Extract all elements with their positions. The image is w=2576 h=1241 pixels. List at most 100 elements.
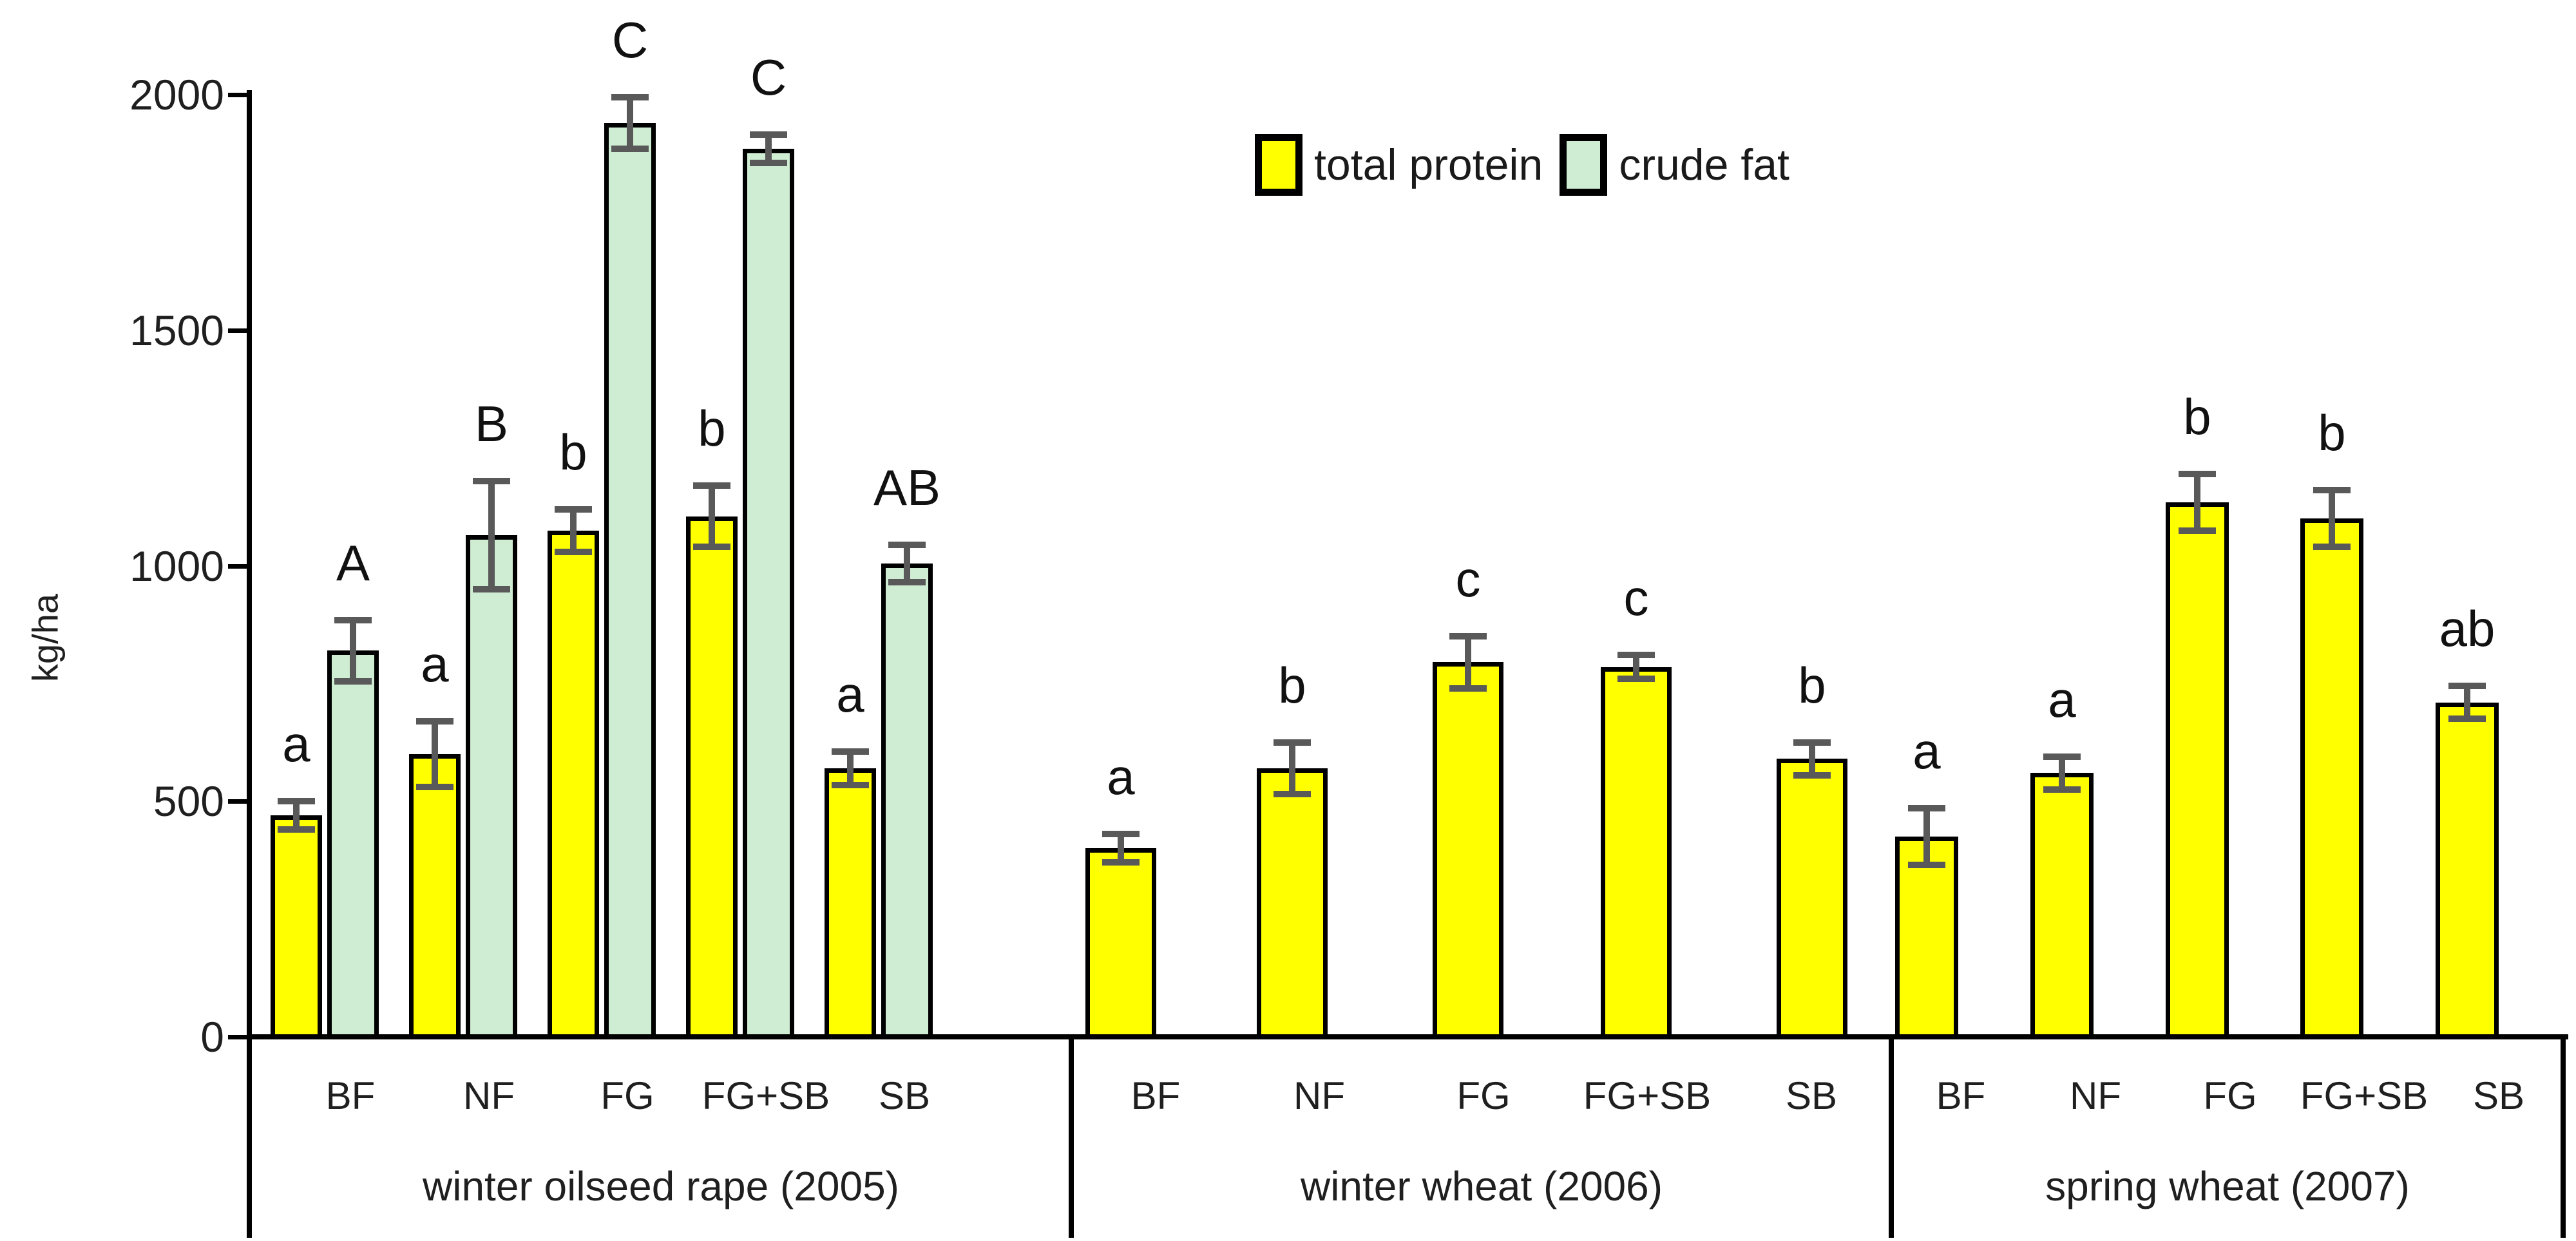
error-bar-cap-bottom	[2179, 527, 2216, 534]
error-bar-line	[1633, 655, 1639, 679]
error-bar-line	[904, 544, 910, 583]
bar-crude-fat	[881, 563, 933, 1039]
group-separator-line	[2561, 1037, 2566, 1238]
error-bar-cap-top	[1617, 652, 1655, 659]
error-bar-line	[293, 801, 300, 830]
y-tick-mark	[228, 93, 251, 97]
error-bar-cap-bottom	[2313, 544, 2351, 551]
y-tick-label: 2000	[129, 71, 224, 118]
error-bar-line	[2329, 490, 2335, 547]
significance-letter: B	[474, 395, 509, 452]
error-bar-line	[1809, 742, 1815, 776]
error-bar-line	[488, 480, 495, 590]
significance-letter: c	[1623, 569, 1649, 627]
error-bar-cap-top	[2179, 470, 2216, 477]
bar-total-protein	[1895, 837, 1958, 1039]
bar-total-protein	[1433, 662, 1503, 1039]
error-bar-cap-top	[2043, 753, 2081, 760]
group-label: winter oilseed rape (2005)	[423, 1163, 899, 1209]
bar-total-protein	[1257, 768, 1328, 1039]
y-tick-label: 1500	[129, 306, 224, 354]
error-bar-cap-bottom	[832, 781, 869, 788]
error-bar-cap-bottom	[1449, 685, 1487, 692]
bar-crude-fat	[743, 149, 794, 1039]
error-bar-cap-top	[832, 748, 869, 755]
significance-letter: b	[2183, 388, 2211, 445]
legend-item-crude-fat: crude fat	[1560, 134, 1789, 196]
error-bar-line	[2194, 473, 2200, 531]
error-bar-line	[350, 620, 356, 681]
category-label: NF	[463, 1074, 515, 1117]
significance-letter: a	[421, 635, 449, 692]
legend-label-crude-fat: crude fat	[1619, 140, 1789, 189]
error-bar-cap-bottom	[1793, 772, 1831, 779]
y-tick-label: 0	[200, 1013, 224, 1061]
significance-letter: b	[698, 400, 726, 457]
error-bar-cap-bottom	[1617, 676, 1655, 683]
bar-crude-fat	[327, 650, 379, 1039]
error-bar-cap-top	[693, 482, 730, 489]
bar-total-protein	[2030, 773, 2094, 1039]
error-bar-cap-top	[1908, 805, 1945, 812]
bar-total-protein	[2436, 702, 2499, 1039]
error-bar-cap-bottom	[693, 544, 730, 551]
significance-letter: b	[1798, 656, 1826, 714]
error-bar-cap-bottom	[278, 826, 315, 833]
error-bar-line	[570, 509, 577, 552]
significance-letter: c	[1455, 551, 1481, 608]
significance-letter: A	[336, 534, 370, 591]
error-bar-cap-top	[278, 798, 315, 805]
bar-total-protein	[825, 768, 876, 1039]
significance-letter: b	[1278, 656, 1306, 714]
error-bar-cap-top	[888, 541, 926, 548]
bar-crude-fat	[466, 535, 517, 1039]
group-separator-line	[1889, 1037, 1894, 1238]
significance-letter: C	[611, 11, 649, 68]
group-separator-line	[1069, 1037, 1074, 1238]
group-label: winter wheat (2006)	[1300, 1163, 1663, 1209]
legend-item-total-protein: total protein	[1255, 134, 1543, 196]
y-axis-line	[247, 90, 252, 1238]
y-tick-mark	[228, 564, 251, 569]
error-bar-line	[765, 135, 772, 164]
error-bar-cap-bottom	[2043, 786, 2081, 793]
group-label: spring wheat (2007)	[2045, 1163, 2410, 1209]
significance-letter: b	[559, 423, 587, 480]
significance-letter: a	[836, 666, 864, 723]
error-bar-cap-bottom	[750, 160, 787, 167]
error-bar-line	[847, 752, 854, 785]
x-axis-baseline	[247, 1034, 2568, 1039]
category-label: NF	[2070, 1074, 2121, 1117]
category-label: FG+SB	[1583, 1074, 1712, 1117]
category-label: FG+SB	[701, 1074, 830, 1117]
significance-letter: b	[2318, 404, 2346, 462]
error-bar-cap-bottom	[473, 586, 510, 593]
error-bar-line	[709, 486, 715, 547]
category-label: SB	[1785, 1074, 1838, 1117]
error-bar-cap-top	[1449, 633, 1487, 640]
error-bar-cap-bottom	[1102, 859, 1140, 866]
error-bar-cap-top	[1274, 739, 1311, 746]
category-label: BF	[1131, 1074, 1181, 1117]
error-bar-cap-top	[555, 506, 592, 513]
chart-legend: total protein crude fat	[1255, 134, 1789, 196]
y-tick-label: 1000	[129, 542, 224, 590]
bar-total-protein	[2300, 518, 2363, 1039]
error-bar-cap-bottom	[2448, 715, 2486, 723]
y-tick-mark	[228, 799, 251, 804]
significance-letter: a	[1913, 723, 1941, 780]
category-label: BF	[1936, 1074, 1986, 1117]
category-label: SB	[2472, 1074, 2525, 1117]
error-bar-cap-bottom	[555, 548, 592, 555]
error-bar-cap-top	[473, 477, 510, 484]
error-bar-cap-bottom	[611, 146, 649, 153]
error-bar-cap-bottom	[888, 579, 926, 586]
y-tick-label: 500	[153, 777, 224, 826]
bar-total-protein	[271, 815, 322, 1039]
category-label: SB	[878, 1074, 931, 1117]
error-bar-cap-bottom	[1908, 862, 1945, 868]
error-bar-line	[1289, 742, 1295, 795]
error-bar-cap-top	[2313, 487, 2351, 494]
error-bar-line	[2059, 756, 2065, 790]
